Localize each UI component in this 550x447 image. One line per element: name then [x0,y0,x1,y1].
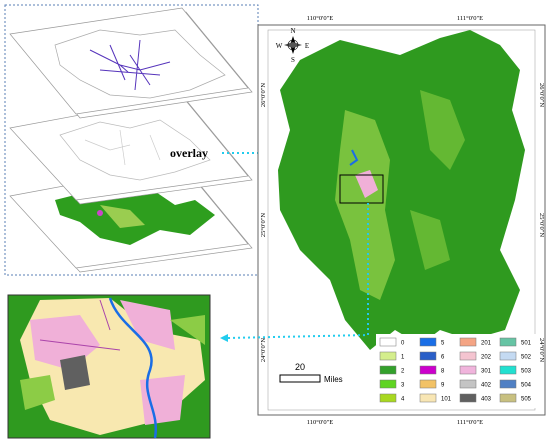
legend-swatch [459,379,477,389]
legend-swatch [379,337,397,347]
scale-unit: Miles [324,375,343,384]
scale-distance: 20 [295,362,305,372]
legend-swatch [379,365,397,375]
legend-swatch [419,351,437,361]
legend-swatch [499,351,517,361]
map-region [278,30,525,350]
layer-network-outline [54,29,226,99]
legend-label: 9 [441,383,445,389]
zoom-box [339,174,384,204]
legend-swatch [459,365,477,375]
legend-label: 2 [401,369,405,375]
legend-label: 101 [441,397,452,403]
legend-label: 502 [521,355,532,361]
legend-swatch [419,365,437,375]
legend-label: 1 [401,355,405,361]
right-coord: 24°0'0"N [538,338,545,362]
zoom-arrow [227,203,369,339]
legend-swatch [419,393,437,403]
legend-label: 201 [481,341,492,347]
legend-label: 5 [441,341,445,347]
map-valley [335,110,395,300]
overlay-label: overlay [170,146,208,160]
compass: N S E W [276,27,309,64]
layer-network [89,39,171,91]
right-coord: 26°0'0"N [538,83,545,107]
legend-swatch [499,379,517,389]
zoom-image [7,294,211,439]
top-coord: 111°0'0"E [457,15,483,22]
legend-label: 403 [481,397,492,403]
legend-label: 4 [401,397,405,403]
compass-n: N [290,27,295,35]
legend-label: 6 [441,355,445,361]
compass-e: E [305,42,309,50]
left-coord: 26°0'0"N [260,83,267,107]
legend-swatch [459,351,477,361]
bottom-coord: 110°0'0"E [307,419,333,426]
legend-label: 3 [401,383,405,389]
legend-swatch [459,393,477,403]
left-coord: 24°0'0"N [260,338,267,362]
legend-swatch [499,365,517,375]
legend-swatch [379,379,397,389]
map-patches [410,90,465,270]
bottom-coord: 111°0'0"E [457,419,483,426]
legend-label: 8 [441,369,445,375]
legend-label: 504 [521,383,532,389]
layer-stack [9,7,253,273]
map-river [349,149,359,166]
right-coord: 25°0'0"N [538,213,545,237]
layer-boundary-inner [84,129,161,166]
legend-label: 503 [521,369,532,375]
left-coord: 25°0'0"N [260,213,267,237]
top-coord: 110°0'0"E [307,15,333,22]
layer-boundary [59,119,211,181]
legend-label: 402 [481,383,492,389]
legend-label: 202 [481,355,492,361]
legend-label: 505 [521,397,532,403]
legend-swatch [419,337,437,347]
legend-swatch [419,379,437,389]
legend-swatch [499,393,517,403]
legend-label: 0 [401,341,405,347]
layer-urban [97,210,103,216]
sheet-top-inner [9,7,249,115]
scale-bar [279,374,321,383]
compass-s: S [291,56,295,64]
legend-label: 301 [481,369,492,375]
legend-swatch [379,351,397,361]
compass-w: W [276,42,283,50]
map-urban [355,170,378,198]
layer-patch [100,205,145,228]
legend-swatch [459,337,477,347]
zoom-arrowhead [220,334,228,342]
legend-label: 501 [521,341,532,347]
legend-swatch [379,393,397,403]
map-inner-frame [267,29,536,411]
legend-swatch [499,337,517,347]
